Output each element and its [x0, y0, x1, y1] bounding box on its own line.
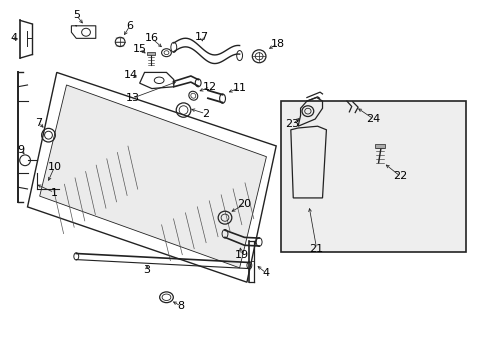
Text: 9: 9 [18, 144, 25, 154]
Text: 1: 1 [51, 188, 58, 198]
FancyBboxPatch shape [147, 51, 155, 55]
Text: 4: 4 [11, 33, 18, 43]
Text: 10: 10 [47, 162, 61, 172]
Text: 20: 20 [237, 199, 251, 210]
Text: 13: 13 [125, 93, 139, 103]
Text: 5: 5 [73, 10, 80, 20]
Text: 18: 18 [270, 39, 284, 49]
Text: 15: 15 [132, 44, 146, 54]
Text: 4: 4 [263, 268, 269, 278]
Text: 21: 21 [309, 244, 323, 254]
FancyBboxPatch shape [374, 144, 384, 148]
Text: 16: 16 [144, 33, 159, 43]
Text: 24: 24 [366, 114, 380, 124]
Text: 17: 17 [194, 32, 208, 41]
Text: 8: 8 [177, 301, 184, 311]
FancyBboxPatch shape [281, 101, 466, 252]
Polygon shape [40, 85, 266, 268]
Text: 2: 2 [202, 109, 209, 119]
Text: 12: 12 [203, 82, 217, 92]
Text: 23: 23 [285, 120, 299, 129]
Text: 19: 19 [234, 250, 248, 260]
Text: 6: 6 [126, 21, 133, 31]
Text: 3: 3 [143, 265, 150, 275]
Text: 14: 14 [124, 70, 138, 80]
Text: 7: 7 [35, 118, 42, 128]
Text: 11: 11 [232, 83, 246, 93]
Text: 22: 22 [393, 171, 407, 181]
